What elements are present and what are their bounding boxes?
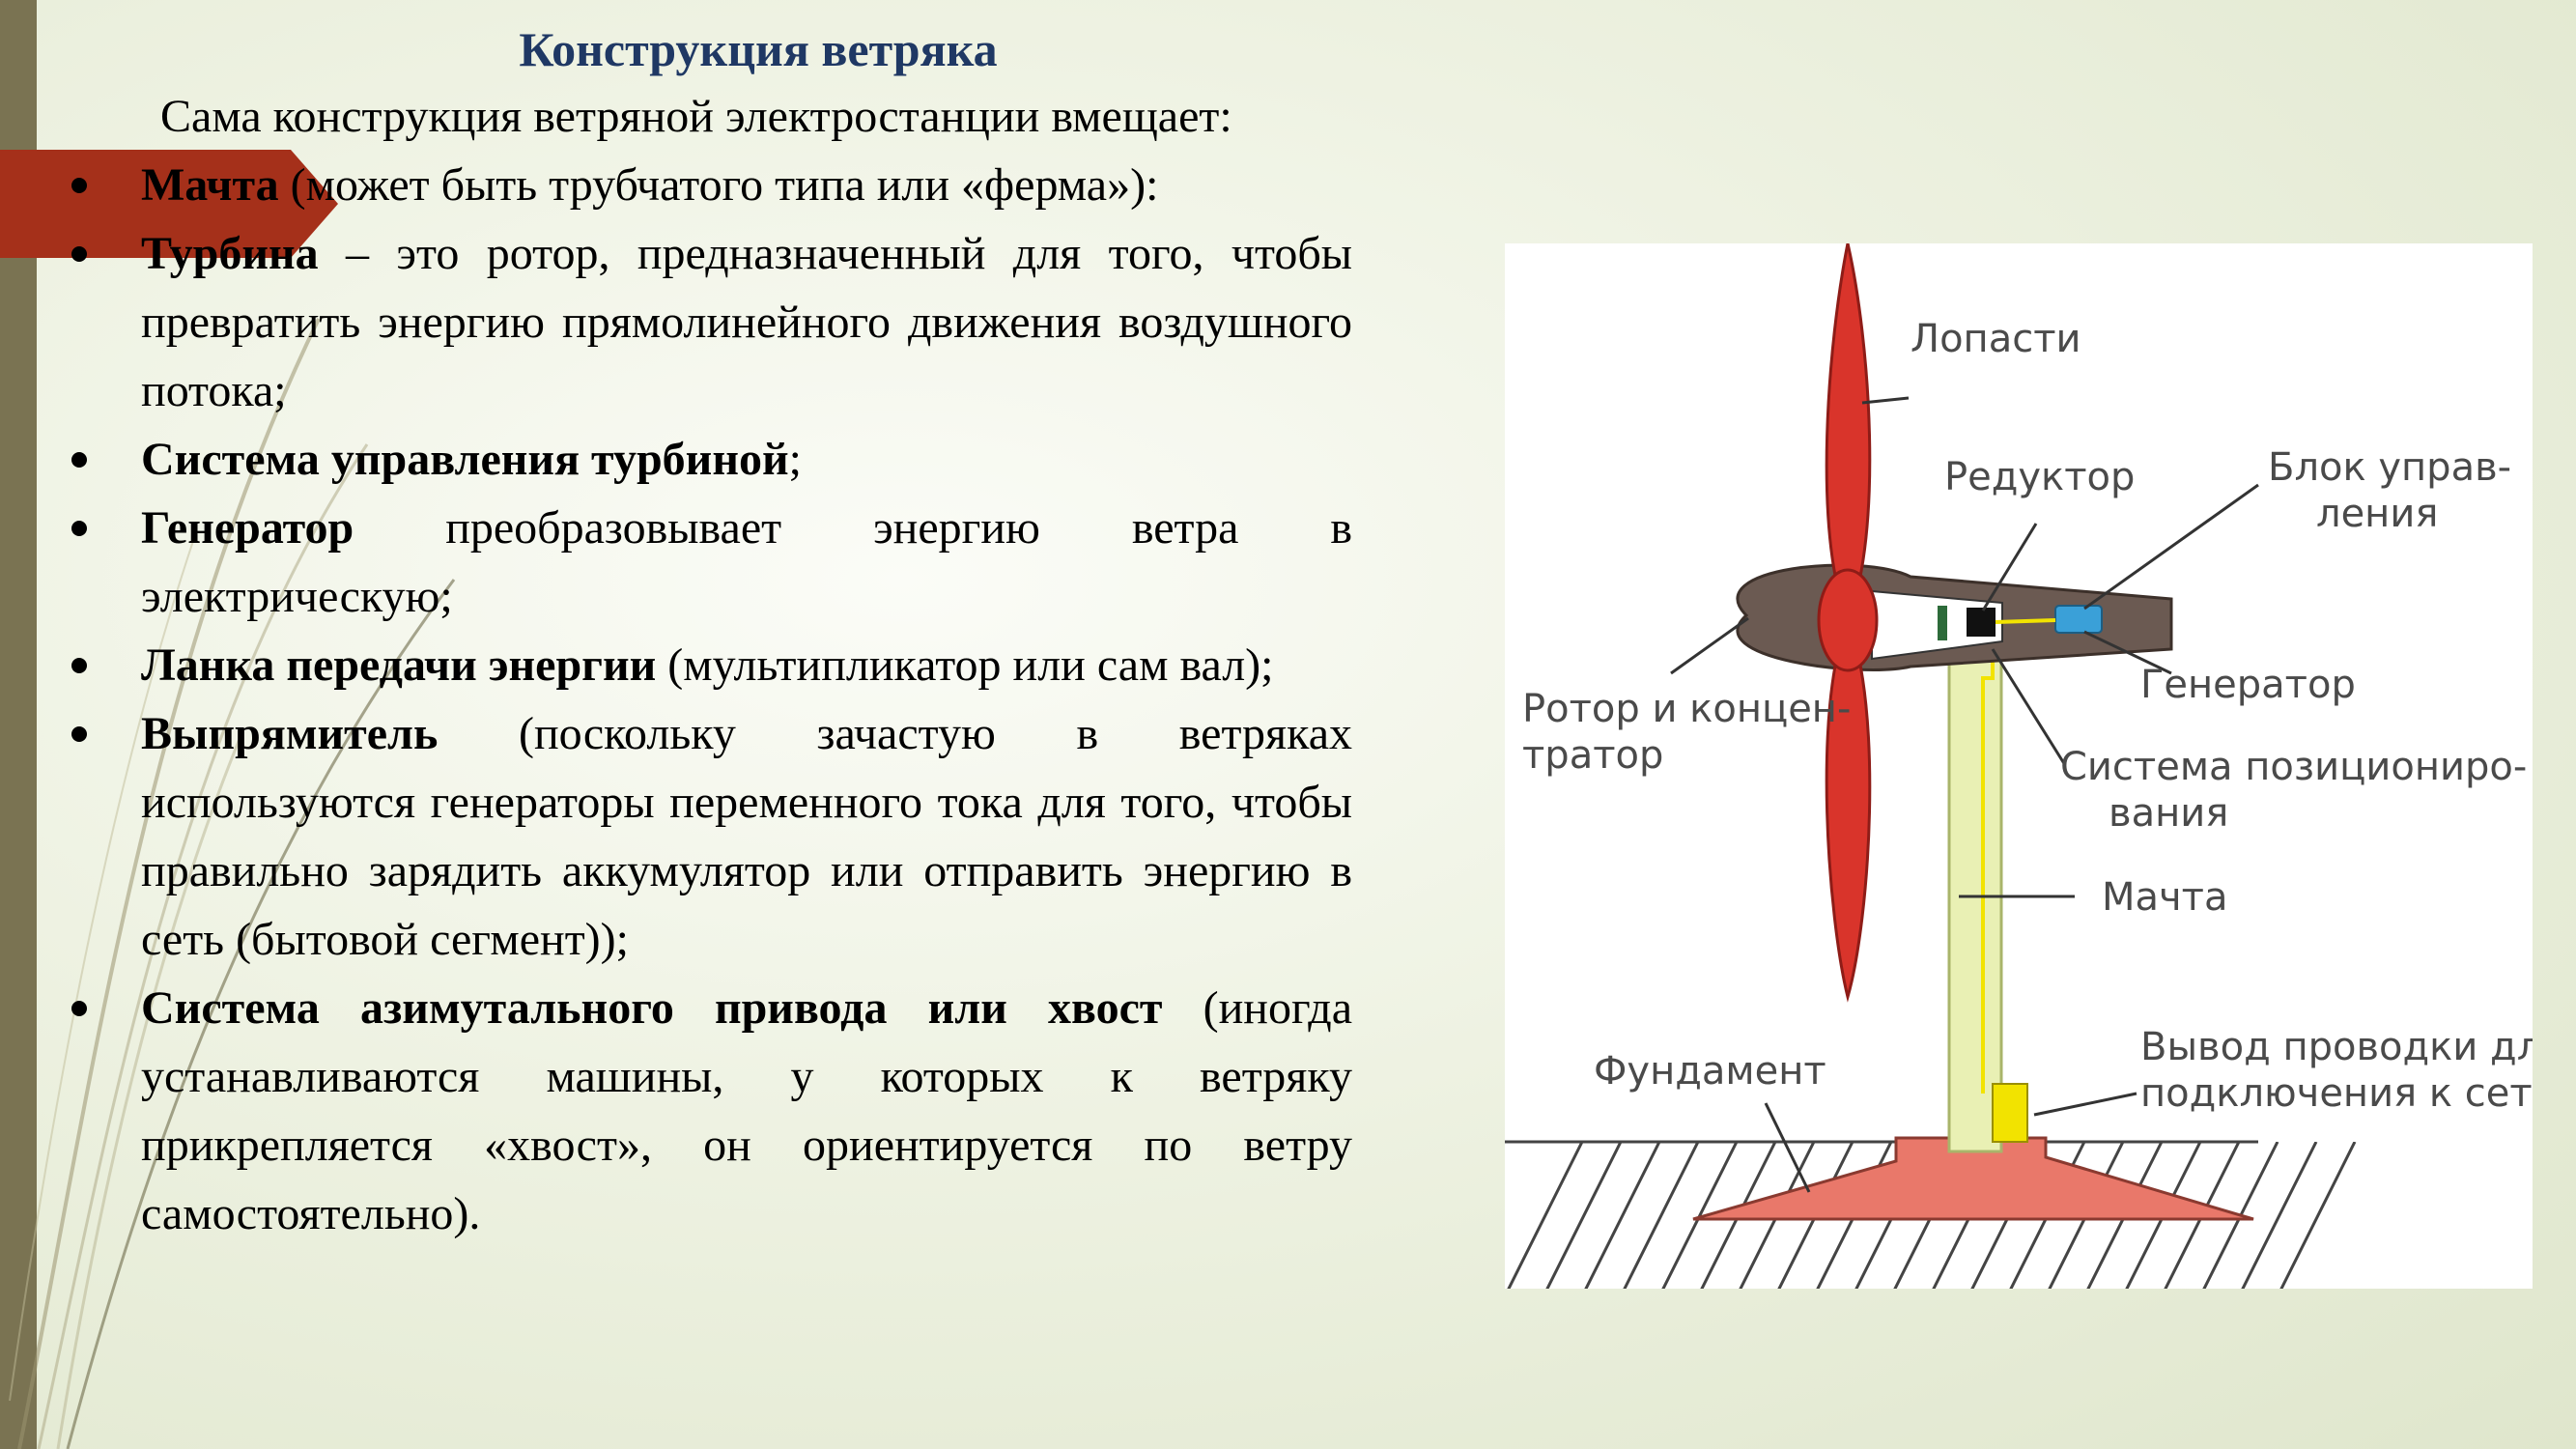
label-positioning-line-2: вания bbox=[2109, 791, 2228, 836]
item-term: Турбина bbox=[141, 228, 319, 279]
bullet-icon bbox=[71, 246, 87, 262]
item-text: (может быть трубчатого типа или «ферма»)… bbox=[278, 159, 1159, 211]
upper-blade bbox=[1825, 243, 1872, 624]
item-term: Система азимутального привода или хвост bbox=[141, 982, 1163, 1034]
item-text: (мультипликатор или сам вал); bbox=[656, 639, 1274, 691]
shaft-coupling bbox=[1938, 606, 1947, 640]
bullet-icon bbox=[71, 658, 87, 673]
gearbox-shape bbox=[1967, 608, 1996, 637]
label-gearbox: Редуктор bbox=[1944, 455, 2135, 499]
label-control-line-2: ления bbox=[2316, 492, 2438, 536]
bullet-icon bbox=[71, 452, 87, 468]
item-term: Генератор bbox=[141, 502, 354, 554]
slide-title: Конструкция ветряка bbox=[519, 22, 998, 76]
label-generator: Генератор bbox=[2140, 663, 2356, 707]
wiring-line bbox=[1981, 659, 1995, 1094]
list-item: Генератор преобразовывает энергию ветра … bbox=[68, 494, 1352, 631]
label-control-line-1: Блок управ- bbox=[2268, 445, 2511, 490]
slide-content: Сама конструкция ветряной электростанции… bbox=[68, 82, 1352, 1248]
lower-blade bbox=[1825, 616, 1872, 1003]
list-item: Система управления турбиной; bbox=[68, 425, 1352, 494]
internal-wiring bbox=[1995, 618, 2056, 624]
turbine-illustration: Лопасти Редуктор Блок управ- ления Ротор… bbox=[1505, 243, 2533, 1289]
label-mast: Мачта bbox=[2102, 875, 2227, 920]
item-text: (поскольку зачастую в ветряках использую… bbox=[141, 708, 1352, 965]
bullet-icon bbox=[71, 178, 87, 193]
bullet-icon bbox=[71, 521, 87, 536]
wiring-box bbox=[1992, 1083, 2028, 1143]
arrow-tab bbox=[0, 150, 338, 258]
item-text: ; bbox=[788, 434, 802, 485]
control-unit-shape bbox=[2054, 605, 2103, 634]
list-item: Турбина – это ротор, предназначенный для… bbox=[68, 219, 1352, 425]
item-term: Система управления турбиной bbox=[141, 434, 789, 485]
leader-lines bbox=[1670, 396, 2259, 1193]
label-rotor-line-1: Ротор и концен- bbox=[1522, 687, 1851, 731]
bullet-icon bbox=[71, 726, 87, 742]
list-item: Ланка передачи энергии (мультипликатор и… bbox=[68, 631, 1352, 699]
component-list: Мачта (может быть трубчатого типа или «ф… bbox=[68, 151, 1352, 1248]
list-item: Система азимутального привода или хвост … bbox=[68, 974, 1352, 1248]
item-text: – это ротор, предназначенный для того, ч… bbox=[141, 228, 1352, 416]
foundation-shape bbox=[1692, 1136, 2254, 1221]
item-term: Ланка передачи энергии bbox=[141, 639, 657, 691]
list-item: Выпрямитель (поскольку зачастую в ветряк… bbox=[68, 699, 1352, 974]
item-term: Мачта bbox=[141, 159, 279, 211]
bullet-icon bbox=[71, 1001, 87, 1016]
label-blades: Лопасти bbox=[1911, 317, 2081, 361]
list-item: Мачта (может быть трубчатого типа или «ф… bbox=[68, 151, 1352, 219]
item-text: (иногда устанавливаются машины, у которы… bbox=[141, 982, 1352, 1239]
label-wiring-line-2: подключения к сети bbox=[2140, 1071, 2533, 1116]
hub-shape bbox=[1817, 568, 1879, 672]
decorative-curves bbox=[9, 318, 456, 1449]
wind-turbine-diagram: Лопасти Редуктор Блок управ- ления Ротор… bbox=[1505, 243, 2533, 1289]
intro-paragraph: Сама конструкция ветряной электростанции… bbox=[160, 91, 1232, 142]
item-text: преобразовывает энергию ветра в электрич… bbox=[141, 502, 1352, 622]
label-foundation: Фундамент bbox=[1594, 1049, 1826, 1094]
item-term: Выпрямитель bbox=[141, 708, 439, 759]
label-positioning-line-1: Система позициониро- bbox=[2060, 745, 2527, 789]
label-wiring-line-1: Вывод проводки для bbox=[2140, 1025, 2533, 1069]
label-rotor-line-2: тратор bbox=[1522, 733, 1663, 778]
